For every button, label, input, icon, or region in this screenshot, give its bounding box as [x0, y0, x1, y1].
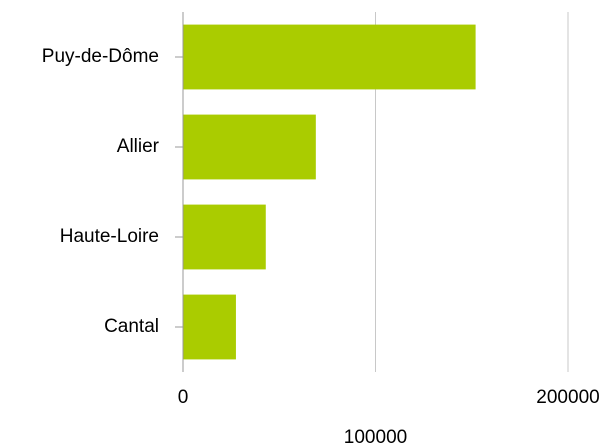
y-tick-label: Cantal — [104, 316, 159, 337]
x-tick-label: 0 — [178, 387, 189, 408]
y-tick-label: Allier — [117, 136, 160, 157]
x-tick-label: 100000 — [344, 427, 407, 448]
bar — [183, 204, 266, 270]
y-tick-label: Puy-de-Dôme — [42, 46, 159, 67]
bar — [183, 24, 476, 90]
bar — [183, 114, 316, 180]
y-tick-label: Haute-Loire — [60, 226, 159, 247]
x-tick-label: 200000 — [536, 387, 599, 408]
bar — [183, 294, 236, 360]
